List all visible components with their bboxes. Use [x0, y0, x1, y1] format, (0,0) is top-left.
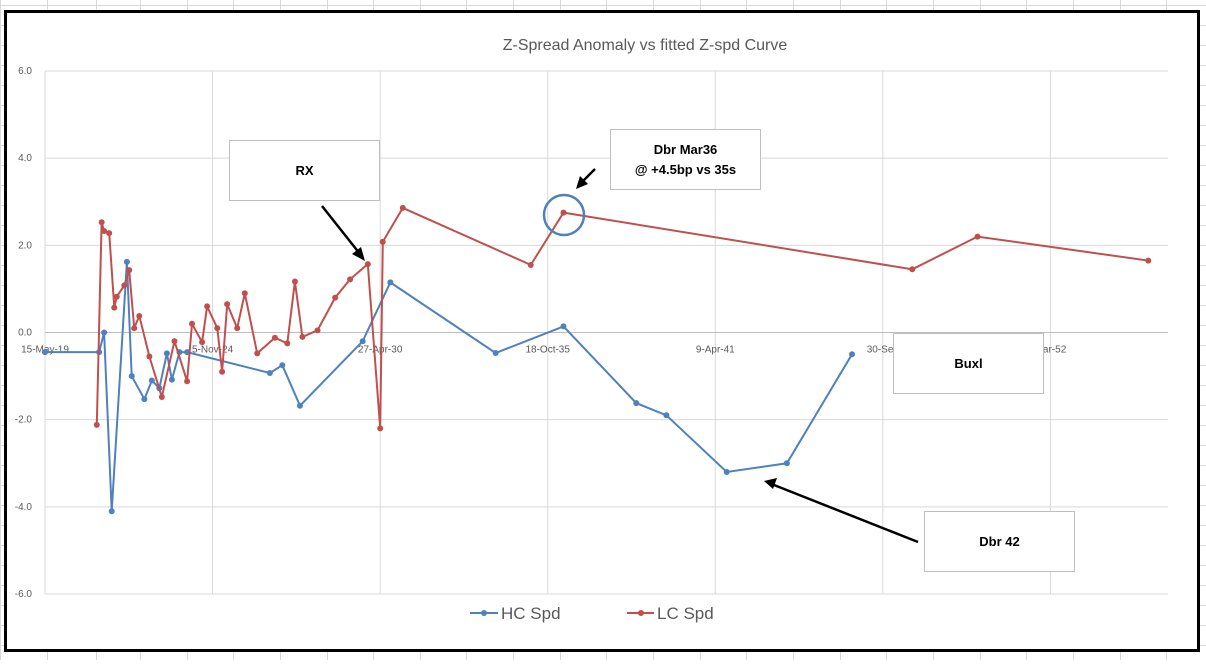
data-point [111, 304, 118, 311]
data-point [123, 258, 130, 265]
data-point [93, 421, 100, 428]
data-point [199, 339, 206, 346]
data-point [399, 204, 406, 211]
data-point [168, 376, 175, 383]
legend-item-lc: LC Spd [627, 604, 714, 623]
chart-title: Z-Spread Anomaly vs fitted Z-spd Curve [503, 37, 788, 54]
x-tick-label: 30-Sep [867, 345, 900, 356]
data-point [163, 350, 170, 357]
y-tick-label: 0.0 [18, 328, 32, 339]
data-point [387, 279, 394, 286]
series-lc [93, 204, 1152, 432]
data-point [266, 370, 273, 377]
data-point [131, 325, 138, 332]
data-point [108, 508, 115, 515]
data-point [189, 320, 196, 327]
data-point [101, 329, 108, 336]
arrow-dbr42 [764, 478, 919, 544]
data-point [146, 353, 153, 360]
data-point [560, 209, 567, 216]
data-point [101, 227, 108, 234]
data-point [974, 233, 981, 240]
legend-label-lc: LC Spd [657, 604, 714, 623]
series-line [45, 261, 853, 512]
highlight-circle [542, 193, 586, 237]
data-point [296, 402, 303, 409]
data-point [126, 267, 133, 274]
data-point [492, 349, 499, 356]
legend-item-hc: HC Spd [470, 604, 561, 623]
data-point [279, 362, 286, 369]
x-tick-label: 9-Apr-41 [696, 345, 735, 356]
legend-label-hc: HC Spd [501, 604, 561, 623]
data-point [128, 373, 135, 380]
x-tick-label: 18-Oct-35 [525, 345, 570, 356]
data-point [291, 278, 298, 285]
data-point [359, 338, 366, 345]
callout-dbr-mar36[interactable]: Dbr Mar36 @ +4.5bp vs 35s [610, 129, 761, 190]
data-point [332, 294, 339, 301]
data-point [42, 349, 48, 356]
data-point [663, 412, 670, 419]
data-point [98, 219, 105, 226]
y-tick-label: -4.0 [15, 502, 33, 513]
data-point [379, 238, 386, 245]
data-point [723, 468, 730, 475]
data-point [271, 334, 278, 341]
series-line [95, 206, 1149, 429]
data-point [214, 325, 221, 332]
data-point [141, 396, 148, 403]
y-tick-label: -2.0 [15, 415, 33, 426]
data-point [377, 425, 384, 432]
series-hc [42, 258, 856, 515]
data-point [106, 230, 113, 237]
data-point [1145, 257, 1152, 264]
data-point [633, 400, 640, 407]
data-point [113, 293, 120, 300]
data-point [299, 333, 306, 340]
data-point [364, 261, 371, 268]
data-point [560, 323, 567, 330]
y-tick-label: 4.0 [18, 153, 32, 164]
callout-rx[interactable]: RX [229, 140, 380, 201]
arrow-rx [321, 205, 365, 261]
data-point [136, 312, 143, 319]
data-point [849, 351, 856, 358]
series-layer [42, 204, 1152, 515]
data-point [314, 327, 321, 334]
data-point [148, 377, 155, 384]
y-axis-ticks: 6.0 4.0 2.0 0.0 -2.0 -4.0 -6.0 [15, 66, 33, 600]
data-point [234, 325, 241, 332]
x-tick-label: Mar-52 [1035, 345, 1067, 356]
data-point [909, 266, 916, 273]
y-tick-label: 6.0 [18, 66, 32, 77]
callout-dbr42[interactable]: Dbr 42 [924, 511, 1075, 572]
y-tick-label: -6.0 [15, 589, 33, 600]
data-point [783, 460, 790, 467]
arrow-dbr-mar36 [576, 168, 596, 189]
data-point [284, 340, 291, 347]
data-point [219, 368, 226, 375]
data-point [204, 303, 211, 310]
data-point [254, 350, 261, 357]
data-point [527, 261, 534, 268]
data-point [184, 378, 191, 385]
data-point [224, 301, 231, 308]
chart-legend: HC Spd LC Spd [470, 604, 714, 623]
data-point [158, 394, 165, 401]
data-point [241, 290, 248, 297]
y-tick-label: 2.0 [18, 240, 32, 251]
data-point [347, 276, 354, 283]
data-point [171, 338, 178, 345]
callout-buxl[interactable]: Buxl [893, 333, 1044, 394]
data-point [121, 282, 128, 289]
x-tick-label: 5-Nov-24 [192, 345, 234, 356]
